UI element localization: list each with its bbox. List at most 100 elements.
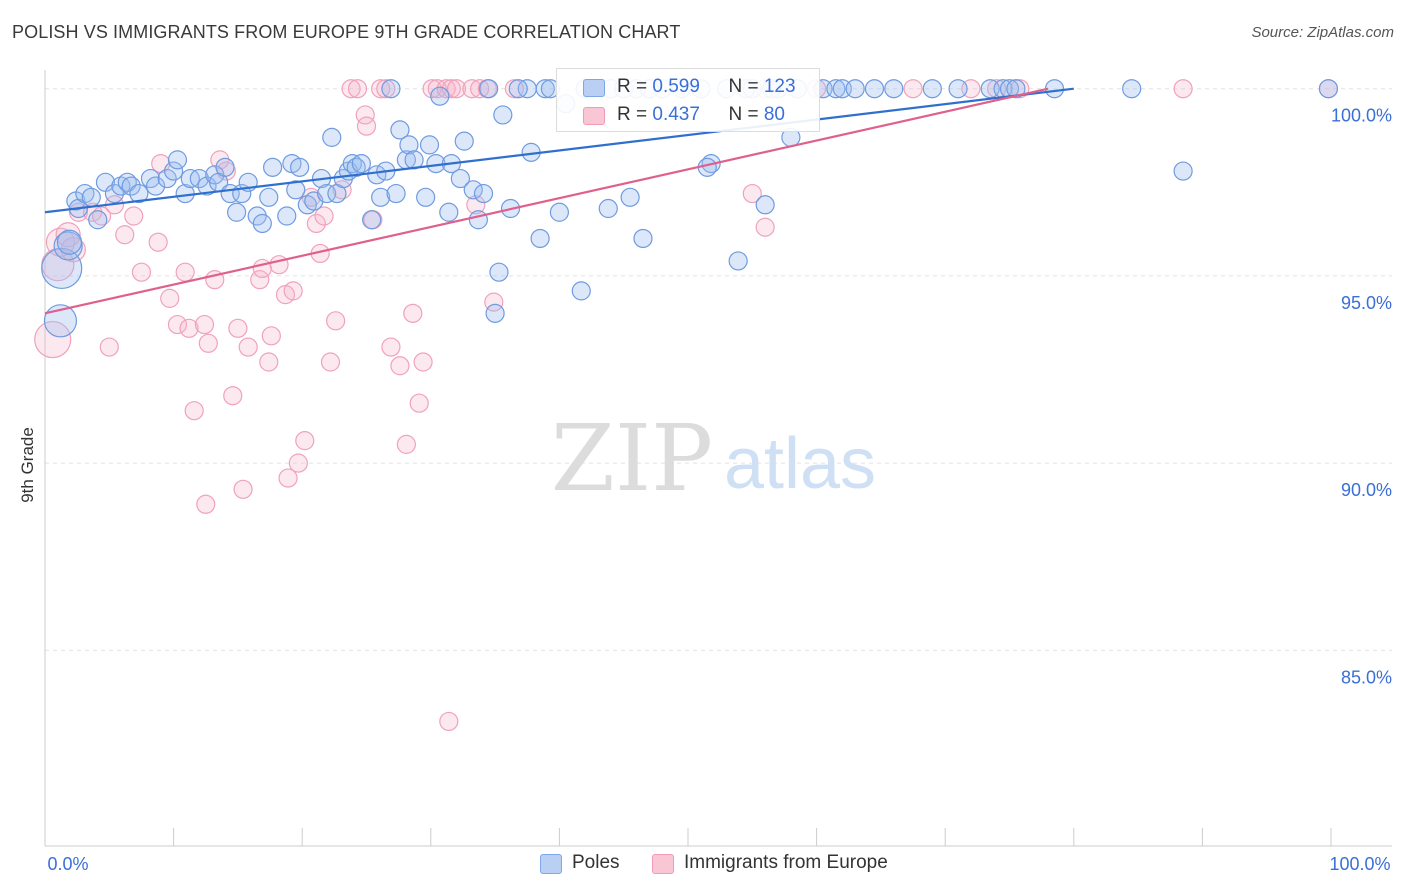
immigrants-point xyxy=(34,320,72,359)
immigrants-point xyxy=(91,206,112,226)
poles-point xyxy=(416,187,436,207)
poles-point xyxy=(386,183,406,204)
immigrants-point xyxy=(194,314,215,335)
poles-point xyxy=(450,168,470,189)
axes xyxy=(44,70,1392,847)
immigrants-point xyxy=(381,337,401,357)
poles-point xyxy=(485,303,505,323)
poles-point xyxy=(598,198,618,219)
immigrants-point xyxy=(252,258,272,279)
poles-point xyxy=(922,79,942,99)
immigrants-point xyxy=(466,195,486,215)
poles-point xyxy=(549,202,570,222)
poles-point xyxy=(215,157,235,177)
immigrants-point xyxy=(376,79,396,99)
poles-r-label: R = xyxy=(617,76,653,97)
immigrants-point xyxy=(223,386,243,406)
immigrants-point xyxy=(261,326,281,346)
legend-immigrants-label: Immigrants from Europe xyxy=(684,852,888,873)
immigrants-point xyxy=(148,232,168,252)
poles-point xyxy=(362,210,382,230)
immigrants-point xyxy=(742,183,762,204)
poles-point xyxy=(1318,79,1339,99)
poles-point xyxy=(43,304,78,338)
poles-point xyxy=(381,79,401,99)
poles-point xyxy=(322,127,342,147)
poles-n-label: N = xyxy=(728,76,764,97)
legend-poles-label: Poles xyxy=(572,852,620,873)
poles-point xyxy=(121,176,141,196)
poles-point xyxy=(864,79,885,99)
stats-legend-row-immigrants: R = 0.437 N = 80 xyxy=(557,101,819,129)
immigrants-point xyxy=(441,79,461,99)
poles-point xyxy=(535,79,555,99)
poles-point xyxy=(530,228,550,249)
poles-point xyxy=(419,135,440,155)
immigrants-point xyxy=(341,79,361,99)
immigrants-point xyxy=(167,314,188,335)
immigrants-point xyxy=(124,206,144,226)
immigrants-point xyxy=(320,352,341,372)
poles-point xyxy=(430,86,450,106)
poles-point xyxy=(157,168,177,189)
y-tick-label: 95.0% xyxy=(1341,293,1392,313)
poles-r-value: 0.599 xyxy=(652,76,700,97)
x-tick-label-right: 100.0% xyxy=(1329,854,1390,874)
immigrants-point xyxy=(356,116,377,136)
poles-point xyxy=(346,157,366,177)
poles-point xyxy=(145,176,166,196)
immigrants-point xyxy=(160,288,180,308)
poles-trend-line xyxy=(44,87,1074,214)
poles-point xyxy=(571,281,591,301)
poles-point xyxy=(489,262,509,282)
immigrants-point xyxy=(446,79,467,99)
poles-point xyxy=(81,187,101,207)
y-tick-label: 100.0% xyxy=(1331,106,1392,126)
poles-point xyxy=(167,150,188,170)
immigrants-point xyxy=(238,337,258,357)
poles-point xyxy=(189,168,209,189)
stats-legend: R = 0.599 N = 123 R = 0.437 N = 80 xyxy=(556,68,820,132)
immigrants-point xyxy=(55,222,81,248)
poles-point xyxy=(479,79,499,99)
immigrants-point xyxy=(436,79,456,99)
immigrants-point xyxy=(295,431,315,451)
poles-point xyxy=(468,210,488,230)
immigrants-point xyxy=(439,711,459,732)
immigrants-point xyxy=(409,393,429,413)
poles-point xyxy=(493,105,513,125)
poles-point xyxy=(454,131,474,151)
immigrants-point xyxy=(371,79,391,99)
poles-point xyxy=(129,183,149,204)
poles-point xyxy=(371,187,391,207)
series-poles-points xyxy=(41,79,1339,338)
poles-point xyxy=(117,172,137,192)
poles-point xyxy=(1122,79,1142,99)
poles-point xyxy=(1006,79,1026,99)
poles-point xyxy=(473,183,494,204)
series-immigrants-points xyxy=(34,79,1339,732)
y-axis-label: 9th Grade xyxy=(18,427,37,503)
poles-point xyxy=(227,202,247,222)
poles-point xyxy=(620,187,640,207)
immigrants-point xyxy=(198,333,218,353)
immigrants-point xyxy=(1173,79,1193,99)
immigrants-point xyxy=(396,434,416,454)
immigrants-n-value: 80 xyxy=(763,104,785,125)
immigrants-point xyxy=(422,79,442,99)
immigrants-point xyxy=(60,237,86,263)
immigrants-point xyxy=(250,270,270,290)
immigrants-r-value: 0.437 xyxy=(652,104,700,125)
immigrants-point xyxy=(326,311,346,331)
immigrants-point xyxy=(306,213,326,234)
poles-n-value: 123 xyxy=(763,76,796,97)
poles-point xyxy=(884,79,904,99)
poles-swatch xyxy=(583,79,605,97)
immigrants-point xyxy=(131,262,152,282)
poles-point xyxy=(463,180,483,200)
poles-point xyxy=(56,229,83,255)
immigrants-point xyxy=(228,318,248,338)
stats-legend-row-poles: R = 0.599 N = 123 xyxy=(557,73,819,101)
trend-lines xyxy=(44,87,1074,315)
immigrants-point xyxy=(403,303,423,323)
